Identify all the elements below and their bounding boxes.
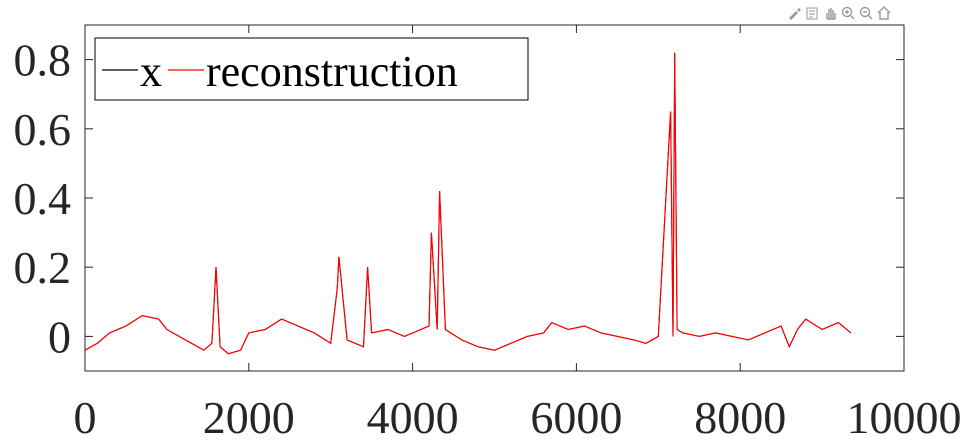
legend-box bbox=[94, 37, 529, 101]
legend-label-reconstruction: reconstruction bbox=[206, 47, 458, 96]
x-tick-label: 0 bbox=[74, 392, 97, 442]
home-icon[interactable] bbox=[876, 5, 892, 21]
brush-icon[interactable] bbox=[786, 5, 802, 21]
x-tick-label: 10000 bbox=[847, 392, 962, 442]
axes-toolbar bbox=[786, 5, 892, 21]
series-line-reconstruction bbox=[84, 52, 852, 355]
y-tick-label: 0.4 bbox=[14, 173, 72, 224]
legend-label-x: x bbox=[140, 47, 162, 96]
y-tick-label: 0 bbox=[48, 311, 71, 362]
x-tick-label: 4000 bbox=[367, 392, 459, 442]
legend[interactable]: x reconstruction bbox=[94, 37, 529, 101]
series-layer bbox=[84, 52, 852, 355]
y-axis: 0 0.2 0.4 0.6 0.8 bbox=[14, 35, 904, 362]
x-axis: 0 2000 4000 6000 8000 10000 bbox=[74, 25, 962, 442]
y-tick-label: 0.2 bbox=[14, 242, 72, 293]
x-tick-label: 6000 bbox=[530, 392, 622, 442]
zoom-out-icon[interactable] bbox=[858, 5, 874, 21]
pan-hand-icon[interactable] bbox=[822, 5, 838, 21]
zoom-in-icon[interactable] bbox=[840, 5, 856, 21]
x-tick-label: 8000 bbox=[694, 392, 786, 442]
data-tips-icon[interactable] bbox=[804, 5, 820, 21]
x-tick-label: 2000 bbox=[203, 392, 295, 442]
y-tick-label: 0.8 bbox=[14, 35, 72, 86]
y-tick-label: 0.6 bbox=[14, 104, 72, 155]
